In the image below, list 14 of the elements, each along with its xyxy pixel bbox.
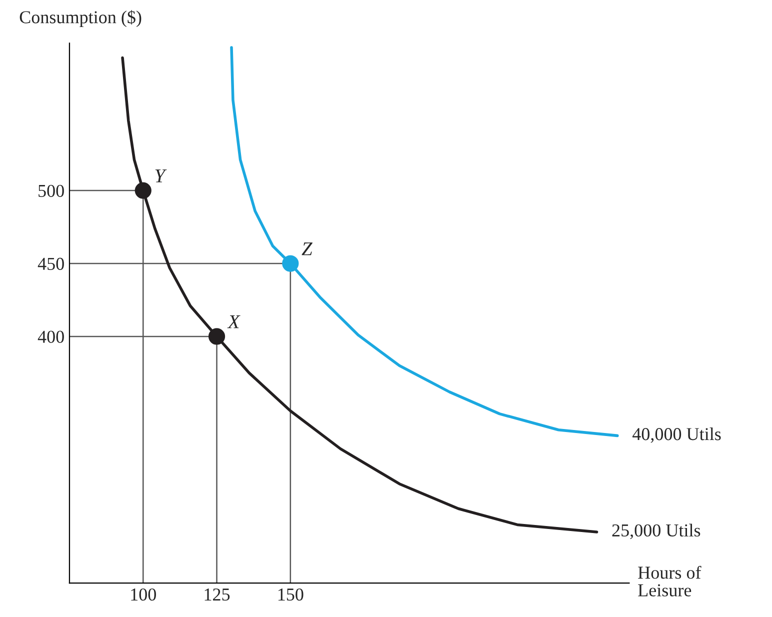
y-axis-title: Consumption ($) bbox=[20, 10, 142, 27]
series-label: 40,000 Utils bbox=[632, 428, 721, 443]
annotation: X bbox=[227, 315, 240, 328]
x-tick-label: 100 bbox=[131, 588, 156, 601]
annotation: Y bbox=[155, 169, 167, 182]
y-tick-label: 400 bbox=[38, 330, 64, 343]
y-tick-label: 450 bbox=[38, 258, 64, 270]
x-axis-title: Hours of Leisure bbox=[638, 566, 702, 596]
series-label: 25,000 Utils bbox=[612, 524, 700, 540]
annotation: Z bbox=[302, 242, 312, 256]
line-series bbox=[121, 56, 598, 534]
y-tick-label: 500 bbox=[38, 184, 64, 198]
x-tick-label: 150 bbox=[278, 588, 304, 601]
x-tick-label: 125 bbox=[204, 588, 230, 601]
